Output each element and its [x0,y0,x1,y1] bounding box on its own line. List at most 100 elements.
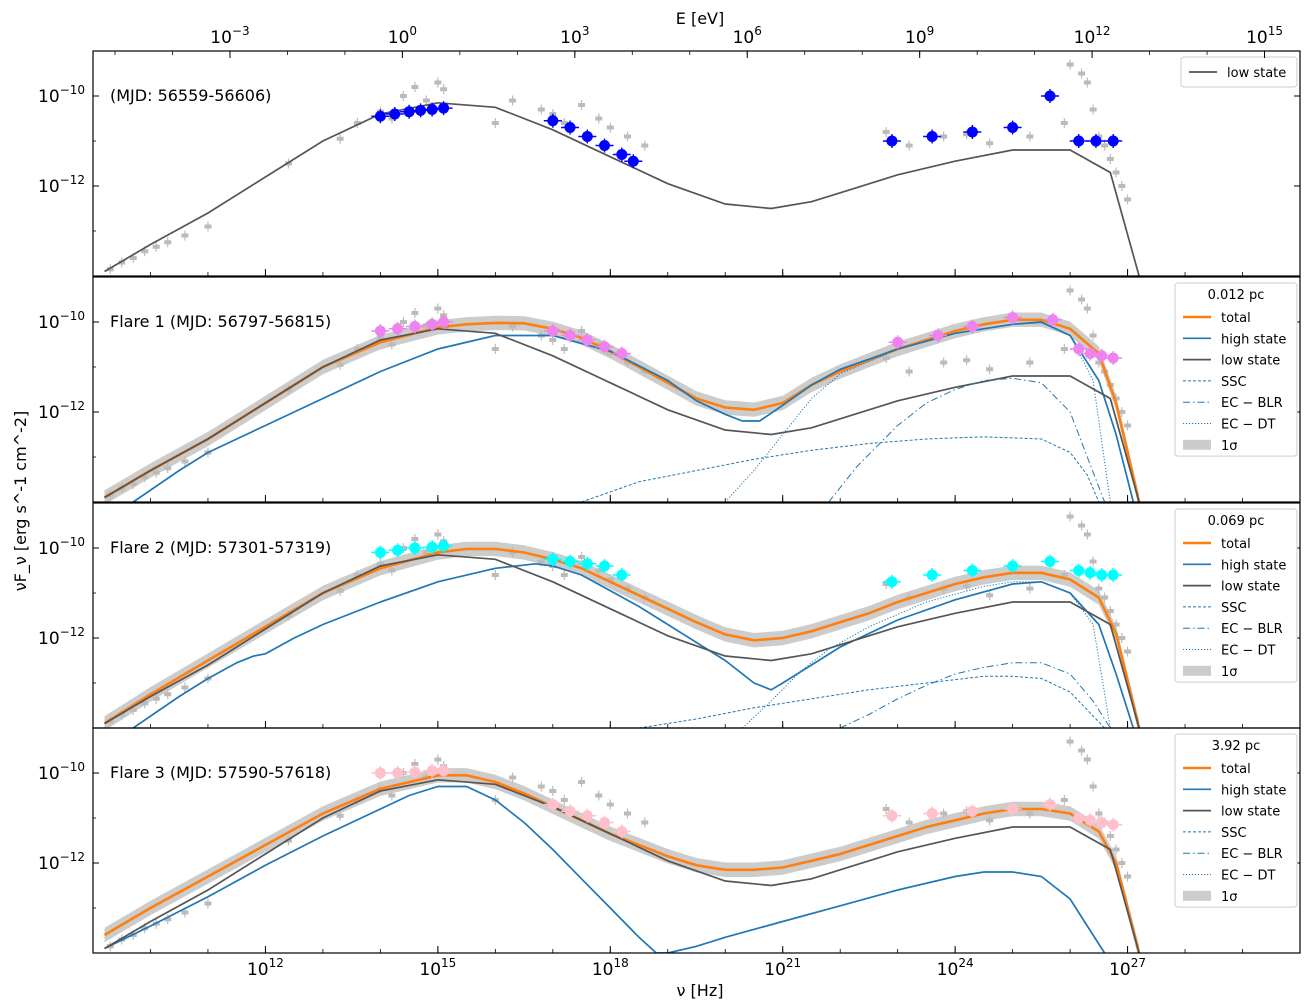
data-point [1007,560,1019,572]
data-point [599,817,611,828]
data-point [1073,135,1085,147]
legend-label-ssc: SSC [1221,375,1247,390]
archival-point [1083,306,1091,311]
archival-point [1060,347,1068,351]
data-point [564,805,576,817]
archival-point [1060,798,1068,802]
archival-point [905,143,913,148]
plot-area [103,511,1141,728]
panel-frame [92,727,1301,954]
x-tick-label: 1021 [764,956,801,980]
data-point [547,325,559,337]
legend-swatch-1 [1183,439,1211,450]
legend-label-high-state: high state [1221,332,1286,347]
legend-box [1174,733,1298,908]
legend-label-ec-blr: EC − BLR [1221,847,1283,862]
archival-point [1089,333,1097,338]
archival-point [399,546,407,550]
archival-point [1112,396,1120,401]
archival-point [560,798,568,802]
data-point [564,122,576,133]
archival-point [549,789,557,793]
x-axis-title: ν [Hz] [677,981,724,1000]
data-point [438,102,450,114]
archival-point [1124,874,1132,879]
data-point [886,576,898,588]
archival-point [1118,861,1126,865]
archival-point [434,757,442,762]
series-line-low-state [104,553,1140,728]
data-point [409,766,421,778]
archival-point [940,360,948,365]
data-point [599,341,611,353]
archival-point [152,696,160,701]
archival-point [1095,811,1103,816]
series-line-high-state [132,562,1135,728]
archival-point [399,320,407,324]
legend-title: 0.012 pc [1208,288,1265,303]
archival-point [1083,757,1091,762]
archival-point [509,98,517,103]
archival-point [509,775,517,780]
data-point [1044,90,1056,102]
archival-point [336,813,344,818]
data-point [403,106,415,118]
top-axis-title: E [eV] [676,9,724,28]
data-point [616,149,628,160]
archival-point [181,685,189,690]
archival-point [1066,739,1074,744]
data-point [374,325,386,337]
archival-point [1026,134,1034,139]
data-point [547,115,559,127]
archival-point [986,367,994,372]
data-point [1007,122,1019,133]
data-point [1073,812,1085,824]
archival-point [578,103,586,107]
archival-point [905,820,913,825]
archival-point [940,811,948,816]
series-line-total [103,547,1141,728]
archival-point [578,555,586,559]
legend-title: 0.069 pc [1208,514,1265,529]
archival-point [882,582,890,586]
panel-4: 10−10 10−12 Flare 3 (MJD: 57590-57618) 3.92… [38,727,1301,954]
data-point [1107,352,1119,364]
data-point [1096,350,1108,362]
archival-point [560,121,568,125]
data-point [886,810,898,822]
archival-point [118,712,126,717]
x-tick-label: 1012 [247,956,284,980]
data-point [1044,799,1056,810]
series-line-low-state [104,778,1140,953]
plot-area [103,285,1141,502]
data-point [1084,348,1096,359]
archival-point [1026,586,1034,591]
archival-point [336,588,344,593]
data-point [616,348,628,359]
legend-label-ec-dt: EC − DT [1221,418,1275,433]
data-point [926,131,938,142]
legend-label-1: 1σ [1221,890,1238,905]
archival-point [905,369,913,374]
archival-point [537,107,545,112]
archival-point [376,561,384,566]
archival-point [1095,586,1103,591]
data-point [438,540,450,552]
legend-label-1: 1σ [1221,665,1238,680]
archival-point [606,577,614,582]
data-point [1107,135,1119,147]
archival-point [1112,847,1120,852]
y-tick-label: 10−10 [38,535,85,559]
x-tick-label: 1015 [419,956,456,980]
archival-point [1124,197,1132,202]
data-point [966,565,978,576]
archival-point [129,708,137,712]
archival-point [606,351,614,356]
legend-label-high-state: high state [1221,558,1286,573]
data-point [547,553,559,565]
archival-point [388,793,396,798]
archival-point [336,362,344,367]
archival-point [509,324,517,329]
series-line-ec-dt [724,322,1111,502]
legend-box [1174,282,1298,457]
